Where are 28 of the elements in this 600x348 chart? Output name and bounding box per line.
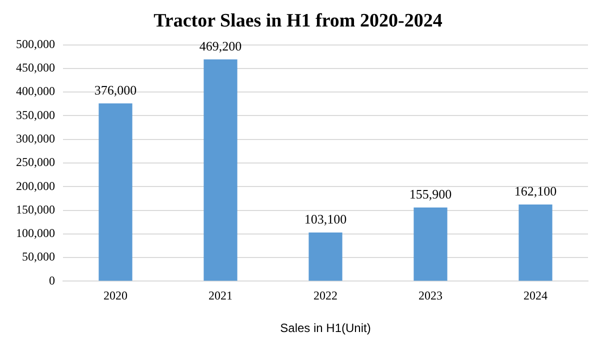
y-tick-label: 350,000 bbox=[16, 108, 55, 122]
data-label: 469,200 bbox=[199, 38, 242, 54]
y-tick-label: 50,000 bbox=[22, 250, 55, 264]
y-tick-label: 450,000 bbox=[16, 60, 55, 75]
x-tick-label: 2021 bbox=[208, 288, 232, 303]
data-label: 376,000 bbox=[94, 82, 137, 98]
x-tick-label: 2023 bbox=[418, 288, 442, 303]
y-tick-label: 150,000 bbox=[16, 202, 55, 216]
y-tick-label: 500,000 bbox=[16, 36, 55, 51]
bar bbox=[518, 204, 552, 281]
bar bbox=[414, 207, 448, 281]
data-label: 103,100 bbox=[304, 211, 347, 226]
data-label: 162,100 bbox=[514, 183, 557, 198]
y-tick-label: 250,000 bbox=[16, 155, 55, 170]
y-tick-label: 100,000 bbox=[16, 226, 55, 240]
bar bbox=[308, 232, 342, 281]
data-label: 155,900 bbox=[409, 186, 452, 202]
y-tick-label: 0 bbox=[49, 273, 55, 288]
y-tick-label: 200,000 bbox=[16, 178, 55, 193]
x-axis-title: Sales in H1(Unit) bbox=[280, 321, 371, 336]
x-tick-label: 2022 bbox=[314, 288, 338, 303]
x-tick-label: 2020 bbox=[104, 288, 128, 303]
bar bbox=[204, 59, 238, 281]
y-tick-label: 300,000 bbox=[16, 132, 55, 146]
chart-title: Tractor Slaes in H1 from 2020-2024 bbox=[154, 10, 443, 32]
bar bbox=[98, 103, 132, 281]
x-tick-label: 2024 bbox=[524, 288, 548, 303]
y-tick-label: 400,000 bbox=[16, 84, 55, 98]
